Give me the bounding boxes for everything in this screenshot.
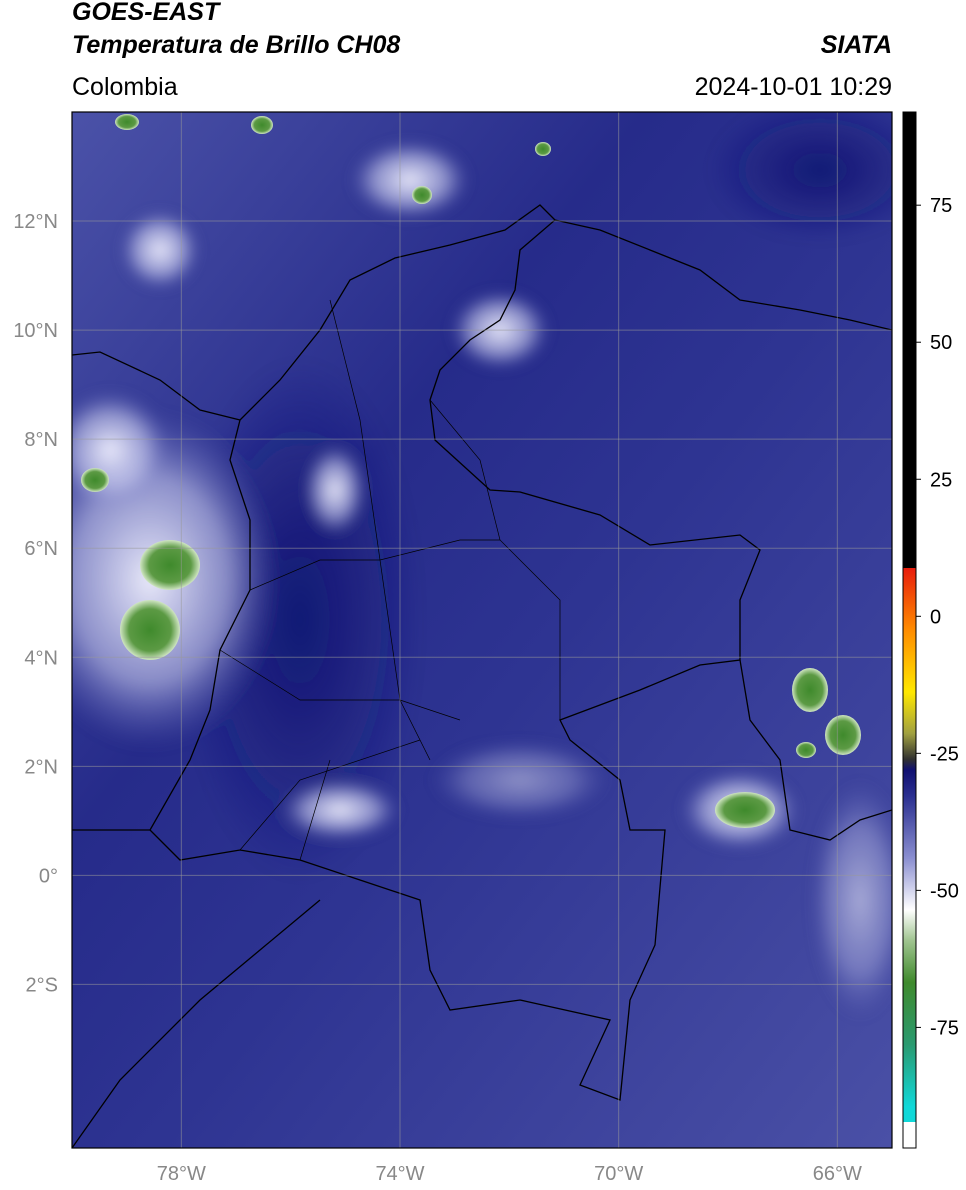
region: Colombia — [72, 73, 178, 101]
colorbar-ticks: 75 50 25 0 -25 -50 -75 — [916, 195, 959, 1039]
colorbar-tick-label: -50 — [930, 880, 959, 902]
cloud-field — [72, 112, 892, 1020]
lon-tick-label: 78°W — [157, 1163, 206, 1185]
colorbar-tick-label: 75 — [930, 195, 952, 217]
borders — [72, 204, 892, 1148]
lat-tick-label: 8°N — [24, 429, 58, 451]
source: SIATA — [821, 31, 892, 59]
datetime: 2024-10-01 10:29 — [695, 73, 892, 101]
lat-tick-label: 12°N — [13, 211, 58, 233]
colorbar-tick-label: 0 — [930, 606, 941, 628]
cold-tops — [81, 114, 861, 828]
subtitle: Temperatura de Brillo CH08 — [72, 31, 400, 59]
lat-tick-label: 6°N — [24, 538, 58, 560]
map-frame — [71, 111, 893, 1149]
colorbar-tick-label: 25 — [930, 469, 952, 491]
departments — [219, 299, 561, 861]
colorbar — [902, 111, 917, 1149]
colorbar-tick-label: 50 — [930, 332, 952, 354]
graticule — [72, 112, 892, 1148]
lon-tick-label: 66°W — [813, 1163, 862, 1185]
lat-tick-label: 10°N — [13, 320, 58, 342]
lat-tick-label: 0° — [39, 865, 58, 887]
lon-tick-label: 74°W — [375, 1163, 424, 1185]
colorbar-tick-label: -75 — [930, 1017, 959, 1039]
lat-tick-label: 2°N — [24, 756, 58, 778]
title: GOES-EAST — [72, 0, 222, 26]
colorbar-tick-label: -25 — [930, 743, 959, 765]
lon-tick-label: 70°W — [594, 1163, 643, 1185]
satellite-image — [72, 112, 892, 1148]
lat-tick-label: 4°N — [24, 647, 58, 669]
lat-tick-label: 2°S — [26, 974, 58, 996]
